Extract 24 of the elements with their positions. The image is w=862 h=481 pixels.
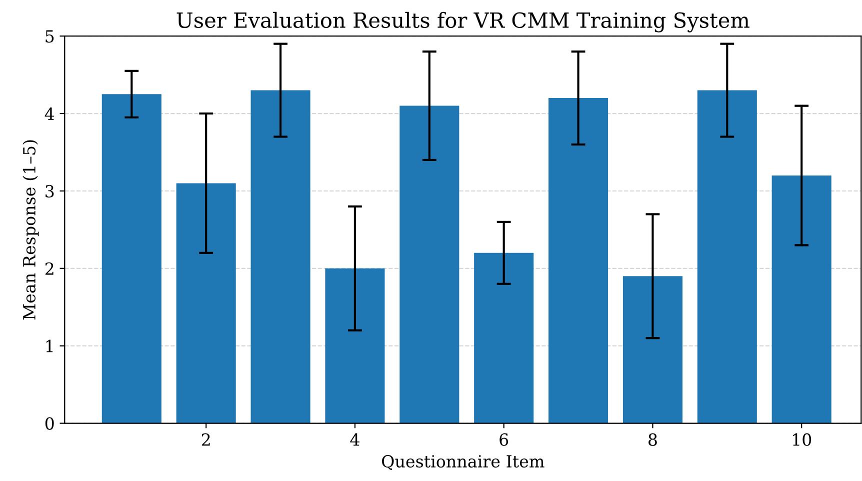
y-tick-label: 4 — [44, 107, 54, 120]
y-axis-title: Mean Response (1–5) — [22, 140, 39, 320]
bar — [622, 276, 682, 424]
x-tick-label: 6 — [500, 433, 508, 446]
bar — [325, 268, 385, 424]
x-tick-label: 4 — [350, 433, 360, 446]
y-tick-label: 1 — [46, 340, 53, 352]
y-tick-label: 5 — [46, 30, 54, 43]
bar — [474, 252, 534, 424]
y-tick-label: 0 — [45, 417, 54, 430]
y-tick-label: 2 — [45, 262, 54, 275]
bar — [772, 175, 832, 424]
bar — [102, 94, 162, 424]
x-tick-label: 10 — [793, 433, 812, 446]
chart-title: User Evaluation Results for VR CMM Training System — [176, 12, 750, 32]
x-tick-label: 2 — [202, 433, 210, 446]
x-tick-label: 8 — [648, 433, 657, 446]
bar — [400, 106, 460, 424]
x-axis-title: Questionnaire Item — [382, 454, 544, 470]
bar — [176, 183, 236, 424]
bar — [697, 90, 757, 424]
bar — [548, 98, 608, 424]
y-tick-label: 3 — [46, 184, 54, 198]
bar — [250, 90, 310, 424]
